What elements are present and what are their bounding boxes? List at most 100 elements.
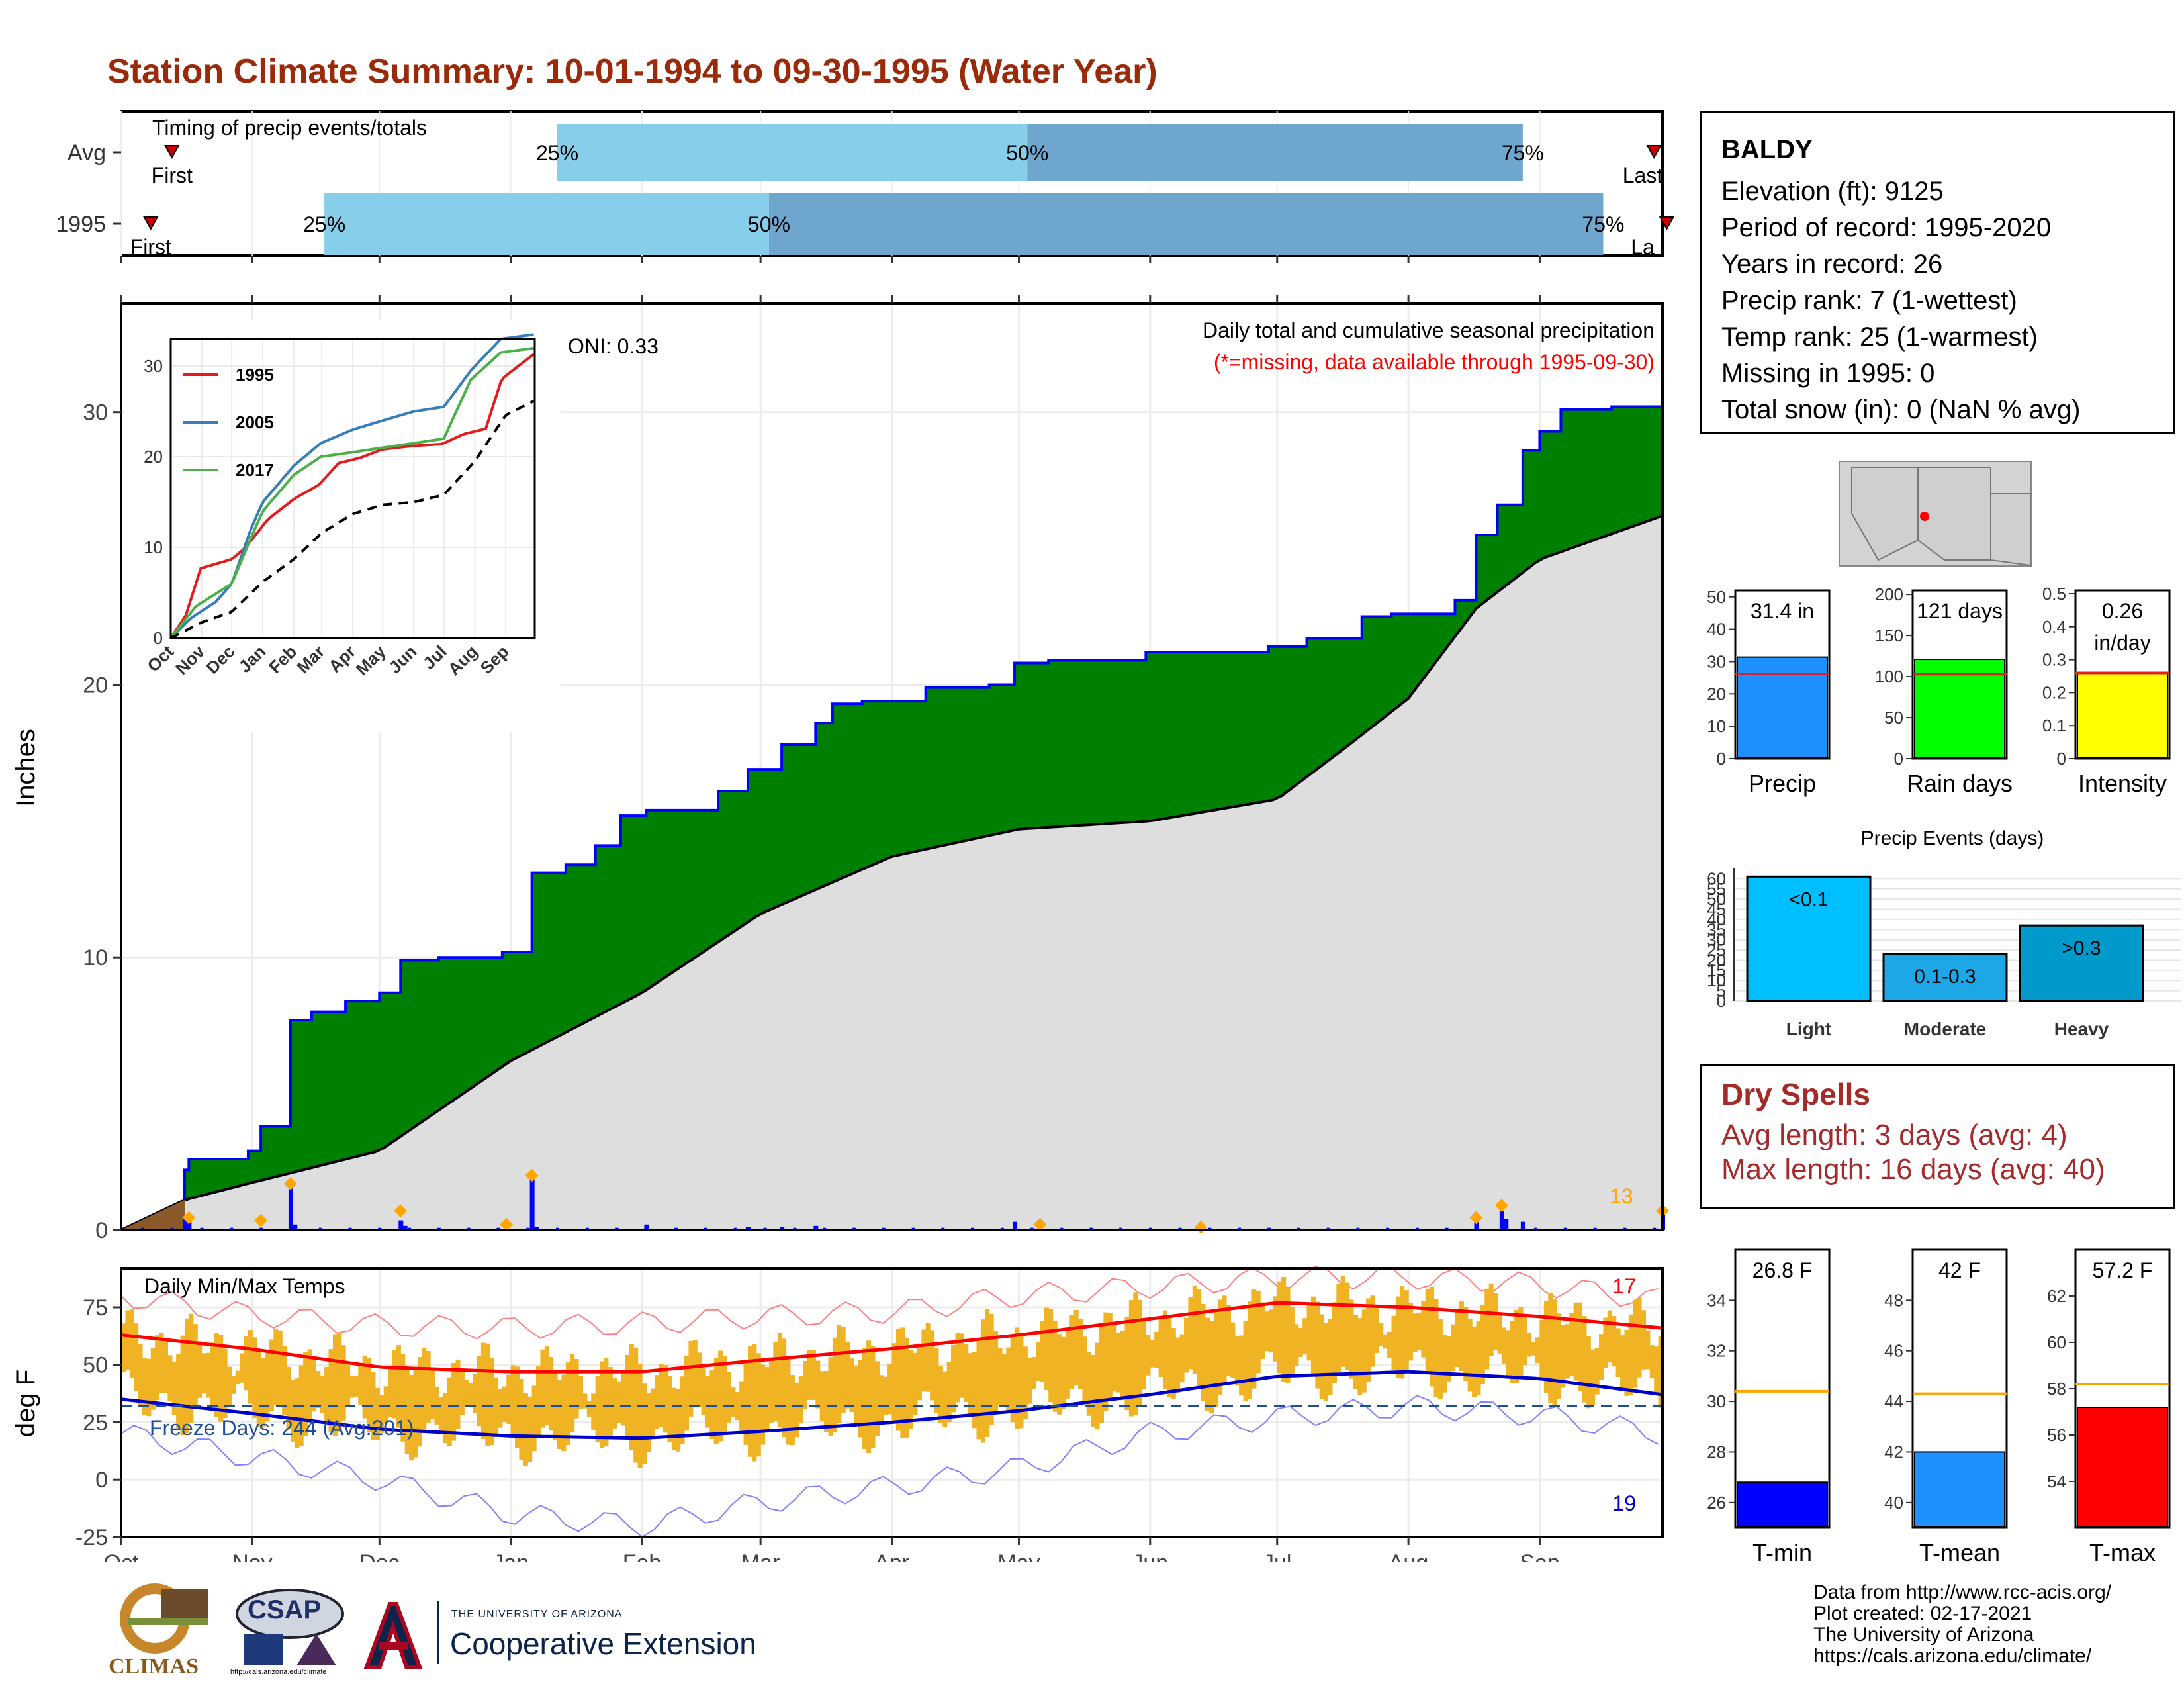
station-missing: Missing in 1995: 0 — [1721, 359, 1935, 388]
events-y-tick: 30 — [1707, 930, 1726, 950]
daily-temp-bar — [358, 1365, 363, 1405]
daily-temp-bar — [362, 1356, 367, 1419]
daily-precip-bar — [402, 1225, 408, 1230]
daily-temp-bar — [1044, 1307, 1049, 1391]
daily-temp-bar — [705, 1376, 710, 1428]
daily-temp-bar — [845, 1341, 850, 1409]
daily-temp-bar — [743, 1362, 749, 1445]
daily-temp-bar — [1645, 1330, 1651, 1370]
daily-temp-bar — [1171, 1328, 1176, 1399]
daily-precip-bar — [529, 1175, 535, 1230]
daily-temp-bar — [443, 1392, 448, 1444]
daily-temp-bar — [621, 1371, 626, 1426]
daily-temp-bar — [760, 1364, 766, 1445]
daily-temp-bar — [756, 1353, 761, 1457]
daily-temp-bar — [447, 1377, 452, 1446]
daily-temp-bar — [171, 1361, 177, 1415]
station-elevation: Elevation (ft): 9125 — [1721, 177, 1944, 206]
daily-temp-bar — [480, 1342, 486, 1439]
daily-temp-bar — [701, 1368, 706, 1415]
daily-temp-bar — [392, 1350, 397, 1419]
daily-temp-bar — [129, 1309, 134, 1378]
daily-temp-bar — [1569, 1313, 1574, 1376]
mini-bar — [2077, 1407, 2168, 1527]
inset-y-tick: 0 — [154, 628, 163, 648]
daily-temp-bar — [1514, 1309, 1520, 1383]
timing-bar-25-50 — [324, 193, 769, 255]
daily-temp-bar — [210, 1342, 215, 1408]
station-location-marker — [1920, 512, 1929, 521]
daily-precip-bar — [780, 1227, 785, 1230]
daily-temp-bar — [1201, 1303, 1206, 1401]
mini-y-tick: 0 — [1894, 749, 1903, 769]
daily-temp-bar — [1281, 1277, 1287, 1382]
station-info-panel: BALDY Elevation (ft): 9125 Period of rec… — [1700, 111, 2175, 434]
daily-temp-bar — [989, 1313, 994, 1425]
daily-temp-bar — [404, 1368, 410, 1454]
mini-y-tick: 56 — [2047, 1425, 2066, 1445]
daily-temp-bar — [396, 1345, 401, 1428]
daily-temp-bar — [595, 1376, 600, 1442]
inset-legend-label: 1995 — [236, 365, 274, 385]
credit-line: Plot created: 02-17-2021 — [1813, 1603, 2032, 1624]
daily-temp-bar — [870, 1346, 876, 1448]
x-tick-label: Oct — [104, 1550, 139, 1562]
record-low-line — [120, 1395, 1659, 1538]
daily-temp-bar — [841, 1327, 846, 1413]
temp-title: Daily Min/Max Temps — [144, 1274, 345, 1298]
x-tick-label: Aug — [1388, 1550, 1429, 1562]
daily-temp-bar — [1442, 1335, 1447, 1393]
daily-precip-bar — [293, 1224, 298, 1230]
daily-temp-bar — [1294, 1324, 1299, 1366]
daily-temp-bar — [388, 1367, 393, 1417]
inset-legend-label: 2005 — [236, 412, 274, 432]
inset-frame — [169, 338, 536, 639]
precip-event-bar-label: >0.3 — [2062, 937, 2101, 959]
daily-temp-bar — [1218, 1299, 1223, 1395]
daily-temp-bar — [1633, 1299, 1638, 1388]
daily-temp-bar — [1607, 1310, 1612, 1363]
daily-precip-bar — [182, 1217, 187, 1230]
daily-temp-bar — [307, 1349, 312, 1423]
daily-temp-bar — [277, 1330, 283, 1406]
locator-map — [1839, 461, 2032, 567]
daily-temp-bar — [1086, 1352, 1091, 1416]
daily-temp-bar — [451, 1362, 457, 1441]
high-precip-marker — [394, 1204, 408, 1218]
daily-temp-bar — [790, 1375, 795, 1446]
daily-temp-bar — [909, 1350, 914, 1429]
daily-temp-bar — [1649, 1345, 1655, 1378]
daily-temp-bar — [1578, 1302, 1583, 1391]
daily-temp-bar — [197, 1341, 203, 1398]
daily-temp-bar — [1612, 1316, 1617, 1367]
daily-temp-bar — [1557, 1313, 1562, 1399]
daily-temp-bar — [1506, 1330, 1511, 1376]
daily-temp-bar — [874, 1361, 880, 1436]
daily-temp-bar — [1594, 1348, 1600, 1395]
daily-temp-bar — [189, 1313, 194, 1423]
daily-temp-bar — [375, 1387, 380, 1440]
x-tick-label: Dec — [359, 1550, 399, 1562]
daily-temp-bar — [311, 1358, 316, 1412]
y-tick-label: 0 — [95, 1218, 108, 1243]
daily-temp-bar — [214, 1333, 219, 1417]
daily-temp-bar — [1518, 1307, 1524, 1376]
daily-temp-bar — [248, 1330, 253, 1404]
daily-temp-bar — [1472, 1326, 1477, 1398]
daily-temp-bar — [519, 1378, 524, 1461]
dry-spells-panel: Dry Spells Avg length: 3 days (avg: 4) M… — [1700, 1064, 2175, 1209]
daily-temp-bar — [659, 1364, 664, 1427]
timing-bar-25-50 — [557, 124, 1028, 181]
daily-temp-bar — [138, 1344, 143, 1406]
daily-temp-bar — [1654, 1346, 1659, 1393]
daily-temp-bar — [353, 1375, 359, 1397]
mini-y-tick: 0.4 — [2042, 617, 2066, 637]
daily-temp-bar — [265, 1352, 270, 1421]
daily-temp-bar — [650, 1388, 655, 1439]
y-tick-label: 50 — [83, 1353, 108, 1378]
daily-temp-bar — [938, 1366, 943, 1423]
daily-temp-bar — [1658, 1336, 1663, 1408]
daily-temp-bar — [332, 1334, 338, 1436]
mini-value-label: 0.26 — [2102, 599, 2143, 623]
daily-temp-bar — [794, 1383, 799, 1438]
